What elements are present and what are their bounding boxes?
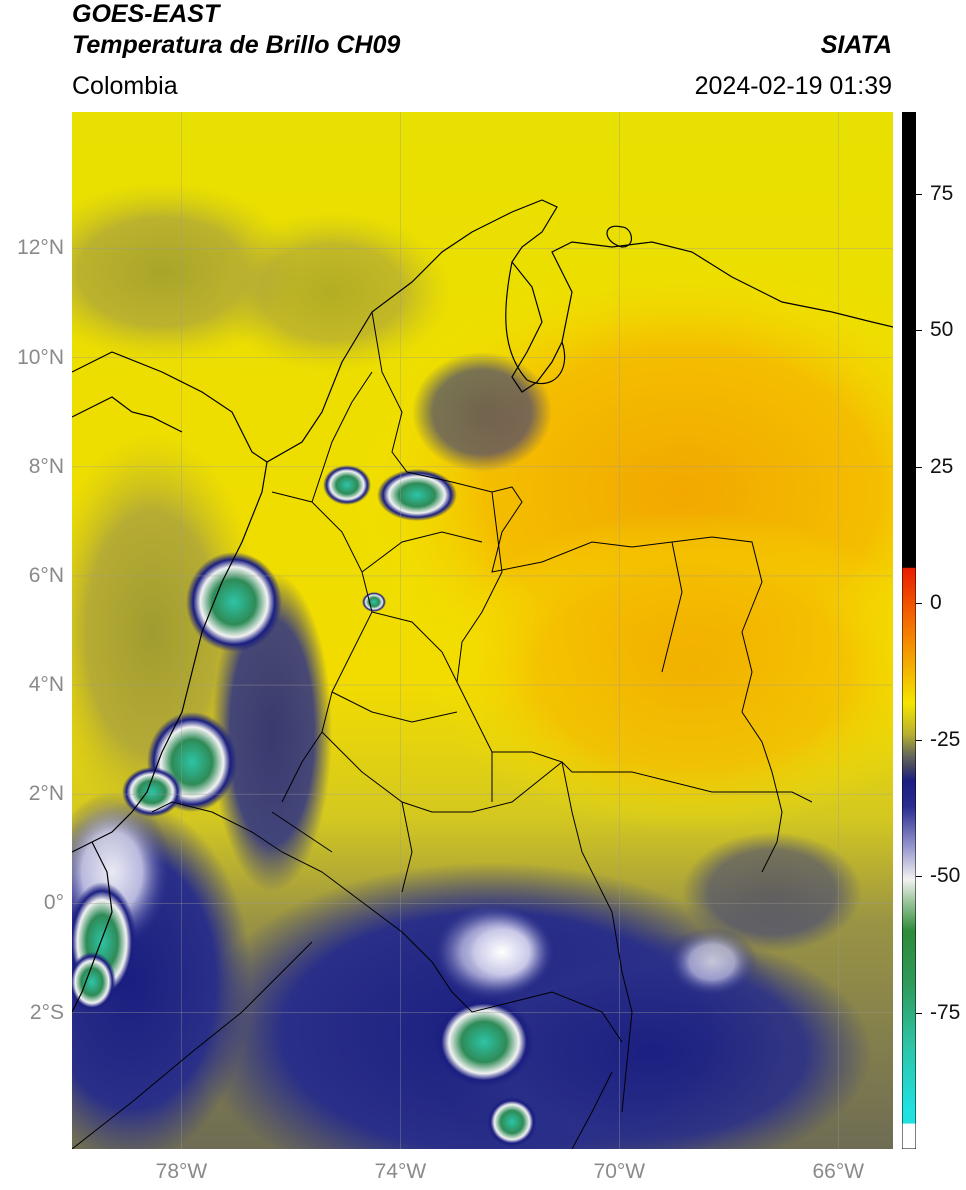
- storm-cell-8: [487, 1097, 537, 1147]
- colorbar-tick-mark: [916, 193, 922, 195]
- lat-tick-label: 0°: [43, 891, 64, 915]
- map-panel[interactable]: [72, 112, 893, 1149]
- colorbar-tick-mark: [916, 876, 922, 878]
- storm-cell-1: [186, 552, 282, 652]
- cold-top-3: [667, 927, 757, 997]
- storm-cell-5: [122, 767, 182, 817]
- lon-tick-label: 74°W: [374, 1160, 427, 1183]
- storm-cell-7: [434, 997, 534, 1087]
- timestamp-label: 2024-02-19 01:39: [694, 72, 892, 100]
- lat-tick-label: 2°S: [29, 1000, 64, 1024]
- colorbar-tick-label: 0: [930, 591, 942, 615]
- title-satellite: GOES-EAST: [72, 0, 220, 28]
- convective-patch-east: [682, 832, 862, 952]
- storm-cell-2: [377, 469, 457, 521]
- colorbar-tick-mark: [916, 466, 922, 468]
- colorbar-tick-label: -75: [930, 1000, 961, 1024]
- title-product: Temperatura de Brillo CH09: [72, 31, 401, 59]
- gridlines: [72, 112, 893, 1149]
- lon-tick-label: 78°W: [155, 1160, 208, 1183]
- colorbar-tick-mark: [916, 603, 922, 605]
- lon-tick-label: 70°W: [593, 1160, 646, 1183]
- map-canvas[interactable]: [72, 112, 893, 1149]
- colorbar: [902, 112, 916, 1149]
- colorbar-tick-label: 25: [930, 454, 954, 478]
- storm-cell-3: [323, 465, 371, 505]
- lat-tick-label: 2°N: [28, 782, 64, 806]
- source-label: SIATA: [820, 31, 892, 59]
- lat-tick-label: 6°N: [28, 563, 64, 587]
- convective-patch-north: [412, 352, 552, 472]
- lon-tick-label: 66°W: [812, 1160, 865, 1183]
- colorbar-tick-mark: [916, 739, 922, 741]
- region-label: Colombia: [72, 72, 178, 100]
- lat-tick-label: 8°N: [28, 454, 64, 478]
- olive-patch-n: [212, 212, 452, 372]
- lat-tick-label: 10°N: [17, 345, 64, 369]
- colorbar-tick-mark: [916, 1012, 922, 1014]
- colorbar-gradient: [902, 112, 916, 1149]
- storm-cell-6: [362, 592, 386, 612]
- convective-band-se: [432, 932, 872, 1149]
- lat-tick-label: 12°N: [17, 236, 64, 260]
- colorbar-tick-label: 50: [930, 318, 954, 342]
- convective-band-pacific: [212, 572, 332, 892]
- warm-region-2: [432, 512, 893, 832]
- colorbar-tick-label: -25: [930, 727, 961, 751]
- coastlines: [72, 199, 893, 1013]
- colorbar-tick-label: -50: [930, 864, 961, 888]
- colorbar-tick-mark: [916, 330, 922, 332]
- cold-top-2: [447, 907, 557, 997]
- storm-cell-10: [72, 952, 116, 1012]
- borders: [72, 311, 813, 1149]
- lat-tick-label: 4°N: [28, 673, 64, 697]
- colorbar-tick-label: 75: [930, 181, 954, 205]
